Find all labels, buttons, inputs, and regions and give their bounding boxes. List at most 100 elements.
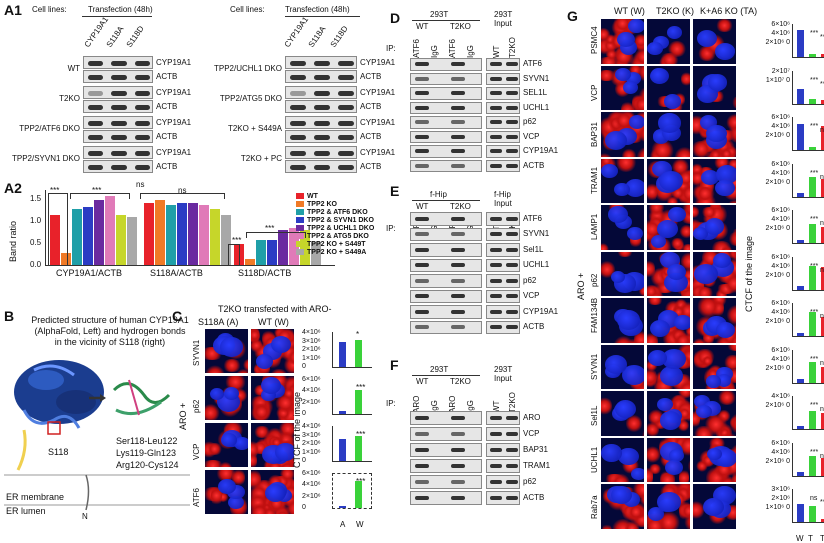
panel-c-side-label: ARO + (178, 402, 188, 430)
mini-bar (821, 100, 824, 104)
mini-bar (821, 53, 824, 57)
mini-bar (797, 332, 804, 336)
blot-band (506, 416, 518, 420)
red-stain (684, 325, 690, 338)
mini-ytick: 3×10⁶ (302, 431, 321, 439)
blot-band (88, 61, 104, 66)
panel-f-label: F (390, 357, 399, 373)
blot-band (490, 134, 502, 139)
red-stain (678, 168, 690, 189)
blot-band (490, 149, 502, 154)
microscopy-image (600, 18, 645, 65)
s118-label: S118 (48, 447, 69, 457)
sig-mark: *** (810, 30, 819, 37)
blot-strip (486, 130, 520, 143)
blot-label: BAP31 (523, 445, 548, 454)
mini-axis (332, 332, 372, 368)
legend-swatch (296, 241, 304, 248)
blot-band (134, 121, 150, 126)
mini-bar (355, 339, 362, 367)
legend-entry: WT (296, 193, 374, 200)
sig-mark: *** (810, 402, 819, 409)
blot-label: p62 (523, 275, 537, 285)
red-stain (613, 111, 635, 132)
red-stain (716, 390, 736, 405)
blot-strip (285, 100, 357, 113)
blot-label: VCP (523, 131, 540, 141)
red-stain (647, 284, 660, 297)
a2-xcat: CYP19A1/ACTB (56, 268, 123, 278)
microscopy-image (646, 483, 691, 530)
blot-band (451, 263, 465, 268)
a2-bar (267, 240, 277, 265)
sig-mark: *** (810, 216, 819, 223)
a2-ytick: 0.5 (30, 238, 42, 247)
mini-bar (809, 53, 816, 57)
blot-strip (410, 227, 482, 241)
a2-bar-area (46, 190, 336, 265)
blot-strip (410, 58, 482, 71)
blot-strip (410, 145, 482, 158)
nucleus (696, 29, 718, 48)
mini-bar (339, 410, 346, 414)
blot-band (451, 149, 465, 154)
row-label: PSMC4 (590, 26, 599, 54)
nucleus (614, 67, 631, 82)
blot-band (134, 135, 150, 140)
blot-label: SYVN1 (523, 73, 550, 83)
blot-band (415, 216, 429, 221)
red-stain (695, 460, 709, 473)
a2-bar (166, 204, 176, 265)
row-label: VCP (590, 84, 599, 101)
blot-strip (83, 116, 153, 129)
a2-bar (311, 242, 321, 265)
blot-strip (410, 130, 482, 143)
a2-bar (116, 215, 126, 265)
a2-ytick: 0.0 (30, 260, 42, 269)
blot-band (134, 61, 150, 66)
sig-mark: ns (820, 173, 824, 181)
blot-band (290, 91, 306, 96)
blot-band (490, 325, 502, 330)
mini-bar (809, 456, 816, 476)
blot-strip (486, 227, 520, 241)
mini-xlabel: W (356, 520, 364, 529)
red-stain (639, 428, 644, 436)
legend-text: TPP2 & ATF6 DKO (307, 209, 368, 216)
blot-label: p62 (523, 117, 537, 127)
sig-mark: *** (810, 355, 819, 363)
blot-band (314, 105, 330, 110)
blot-label: p62 (523, 477, 537, 486)
blot-label: ACTB (523, 160, 545, 170)
blot-band (506, 91, 518, 96)
red-stain (685, 483, 690, 501)
blot-strip (486, 243, 520, 257)
blot-band (134, 151, 150, 156)
bond-label: Ser118-Leu122 (116, 436, 178, 446)
blot-label: CYP19A1 (523, 306, 559, 316)
a2-legend: WT TPP2 KO TPP2 & ATF6 DKO TPP2 & SYVN1 DKO… (296, 193, 374, 257)
row-label: Rab7a (590, 495, 599, 519)
microscopy-image (692, 483, 737, 530)
mini-bar (355, 435, 362, 461)
blot-band (415, 278, 429, 283)
mini-axis (792, 210, 824, 244)
nucleus (611, 486, 633, 505)
blot-band (506, 309, 518, 314)
nucleus (627, 227, 643, 240)
mini-bar (821, 316, 824, 336)
nucleus (712, 252, 732, 269)
transfection-label-left: Transfection (48h) (88, 5, 153, 14)
mini-bar (821, 366, 824, 383)
a2-bar (221, 215, 231, 265)
blot-band (490, 432, 502, 436)
microscopy-image (646, 204, 691, 251)
blot-strip (410, 320, 482, 334)
lane-label: T2KO (508, 392, 517, 413)
blot-label: ACTB (360, 72, 382, 81)
red-stain (648, 463, 662, 475)
legend-text: TPP2 & SYVN1 DKO (307, 217, 374, 224)
red-stain (700, 207, 719, 218)
nucleus (658, 113, 682, 133)
red-stain (709, 240, 734, 250)
